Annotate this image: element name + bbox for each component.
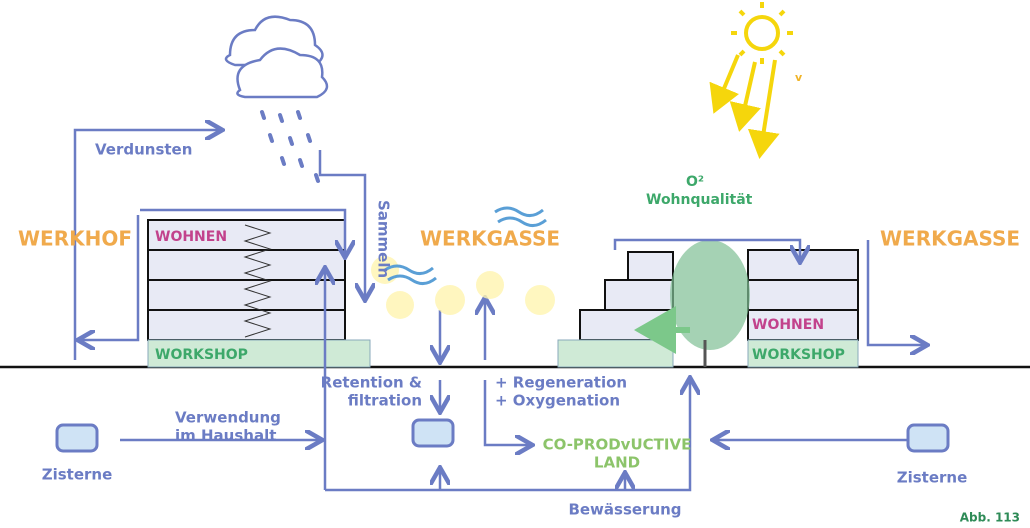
bubbles <box>371 256 555 319</box>
label: + Oxygenation <box>495 392 620 410</box>
label: CO-PRODvUCTIVE <box>543 436 692 454</box>
label: im Haushalt <box>175 427 276 445</box>
label: Verdunsten <box>95 141 192 159</box>
label: Retention & <box>321 374 422 392</box>
label: Wohnqualität <box>646 192 753 208</box>
label: WORKSHOP <box>752 347 845 363</box>
label: filtration <box>348 392 422 410</box>
label: WERKGASSE <box>420 227 560 251</box>
label: WOHNEN <box>752 317 824 333</box>
label: Zisterne <box>42 466 113 484</box>
sun <box>709 2 793 159</box>
right-buildings <box>557 240 859 368</box>
label: WOHNEN <box>155 229 227 245</box>
label: LAND <box>594 454 640 472</box>
label: O² <box>686 174 704 190</box>
label: + Regeneration <box>495 374 627 392</box>
left-building <box>147 219 371 368</box>
label: Sammeln <box>375 200 393 278</box>
label: v <box>795 71 803 84</box>
clouds <box>224 15 329 99</box>
label: WERKHOF <box>18 227 132 251</box>
rain <box>260 110 320 183</box>
label: Bewässerung <box>568 501 681 519</box>
wind <box>384 264 437 285</box>
label: WORKSHOP <box>155 347 248 363</box>
water-arrows <box>73 130 925 492</box>
label: WERKGASSE <box>880 227 1020 251</box>
label: Verwendung <box>175 409 281 427</box>
label: Zisterne <box>897 469 968 487</box>
wind <box>494 206 547 227</box>
label: Abb. 113 <box>960 511 1020 525</box>
cisterns <box>55 418 950 453</box>
